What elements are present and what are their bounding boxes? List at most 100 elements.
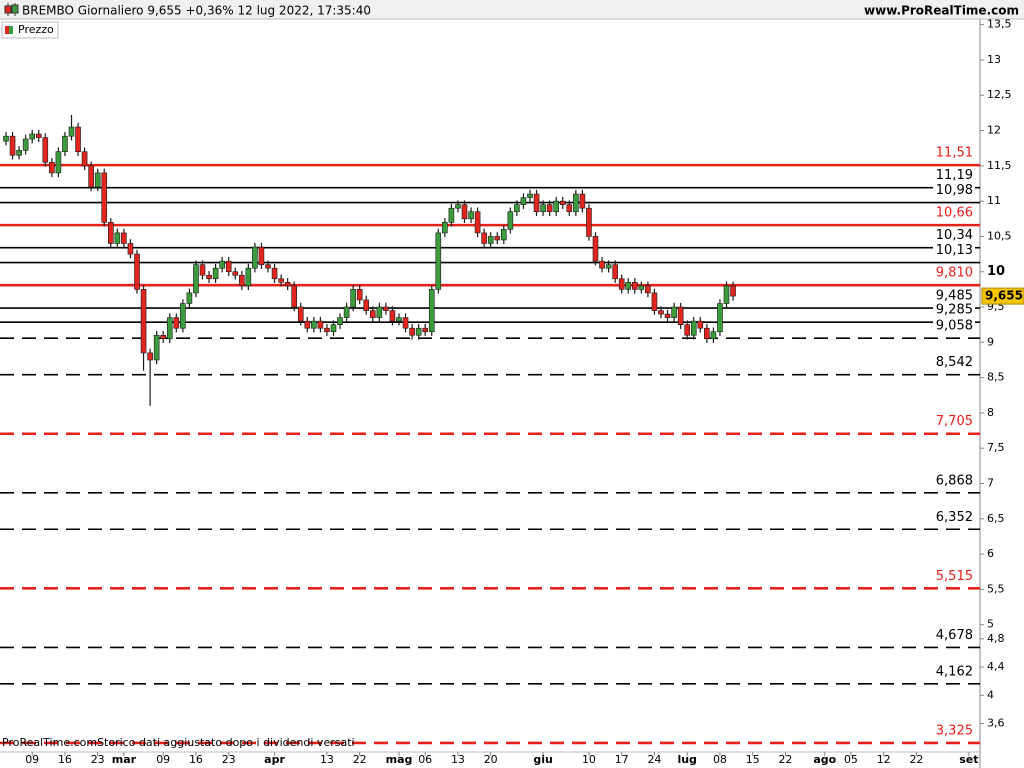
candle-body [605,264,612,269]
level-label: 10,34 [936,228,973,243]
candle-body [396,317,402,322]
candle-body [160,334,166,340]
footer: ProRealTime.comStorico dati aggiustato d… [2,736,355,749]
candle-body [428,289,435,333]
level-label: 3,325 [936,723,973,738]
candle-body [258,246,265,265]
x-tick-label: 23 [91,753,105,766]
level-label: 7,705 [936,414,973,429]
candle-body [330,324,337,333]
level-label-bg [933,318,975,334]
y-tick-label: 8,5 [987,371,1005,384]
candle-body [140,289,147,354]
candle-body [559,200,566,205]
x-tick-label: 22 [909,753,923,766]
level-label-bg [933,568,975,584]
legend-label: Prezzo [18,23,54,36]
candle-body [520,197,527,205]
candle-body [271,267,278,280]
level-label-bg [933,265,975,281]
candle-body [442,222,448,234]
candle-body [566,204,573,213]
price-tag [981,287,1024,305]
candle-body [546,204,553,213]
candle-body [304,320,311,329]
candle-body [121,232,127,244]
x-tick-label: ago [813,753,836,766]
candle-body [599,260,605,269]
x-tick-label: 10 [582,753,596,766]
candle-body [455,204,461,209]
candle-body [487,236,494,244]
candle-body [684,324,691,336]
candle-body [422,327,429,333]
candle-body [527,193,533,198]
candle-body [94,172,101,188]
candle-body [278,278,284,283]
candle-body [579,193,586,209]
candle-body [500,229,507,241]
level-label: 9,485 [936,289,973,304]
level-label: 8,542 [936,355,973,370]
candle-body [723,285,730,304]
candle-body [252,246,258,269]
candle-body [147,352,153,361]
candle-body [343,306,350,318]
level-label-bg [933,663,975,679]
candle-body [206,274,212,280]
candle-body [618,278,625,290]
candle-body [108,222,114,244]
y-tick-label: 10 [987,264,1005,279]
y-tick-label: 5 [987,618,994,631]
candle-body [540,204,546,213]
y-tick-label: 13,5 [987,18,1012,31]
candle-body [225,260,232,273]
y-tick-label: 7,5 [987,441,1005,454]
level-label-bg [933,288,975,304]
candle-body [625,282,632,290]
candle-body [645,285,651,294]
y-tick-label: 3,6 [987,717,1005,730]
candle-body [481,232,487,244]
x-tick-label: 20 [484,753,498,766]
candle-body [291,285,298,308]
candle-body [35,133,42,138]
y-tick-label: 4,4 [987,660,1005,673]
candle-body [265,264,271,269]
candle-body [75,126,81,153]
y-tick-label: 5,5 [987,582,1005,595]
candle-body [49,162,55,174]
x-tick-label: 16 [58,753,72,766]
candle-body [212,267,219,280]
level-label-bg [933,227,975,243]
candle-body [363,299,370,311]
candle-body [717,303,723,333]
x-tick-label: 05 [844,753,858,766]
header-icon [4,3,19,16]
level-label-bg [933,182,975,198]
level-label: 6,868 [936,473,973,488]
y-tick-label: 9 [987,335,994,348]
candle-body [134,253,140,290]
level-label: 5,515 [936,569,973,584]
candle-body [592,236,599,262]
candle-body [350,289,356,308]
candle-body [3,135,9,142]
candle-body [29,133,36,140]
x-tick-label: 09 [156,753,170,766]
level-label: 10,98 [936,183,973,198]
level-label: 4,678 [936,628,973,643]
candle-body [16,150,22,156]
y-tick-label: 4,8 [987,632,1005,645]
level-label: 6,352 [936,510,973,525]
level-label: 4,162 [936,664,973,679]
candle-body [586,207,592,237]
candle-body [186,292,193,304]
level-label: 11,19 [936,168,973,183]
level-label-bg [933,354,975,370]
candle-body [461,204,468,220]
candle-body [514,204,520,213]
candle-body [88,165,94,188]
y-tick-label: 8 [987,406,994,419]
candle-body [284,282,291,287]
